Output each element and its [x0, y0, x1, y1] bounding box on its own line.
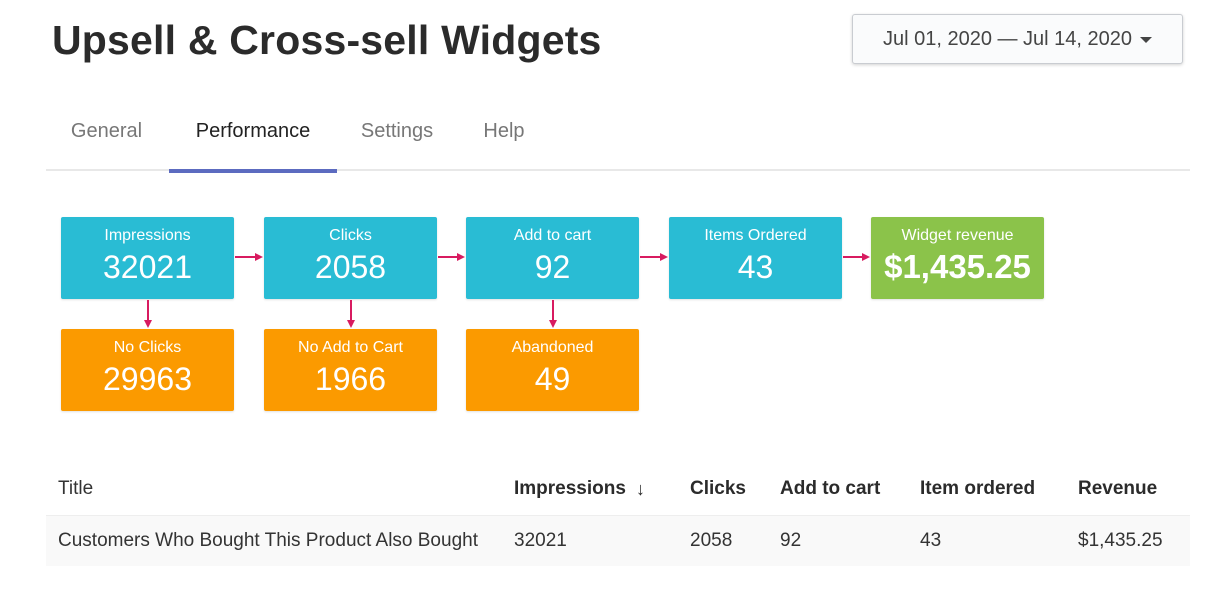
add-to-cart-label: Add to cart — [513, 227, 592, 244]
impressions-box: Impressions 32021 — [61, 217, 234, 299]
column-header-title[interactable]: Title — [58, 478, 94, 499]
add-to-cart-box: Add to cart 92 — [466, 217, 639, 299]
items-ordered-value: 43 — [737, 249, 774, 285]
row-item-ordered: 43 — [920, 530, 942, 551]
row-add-to-cart: 92 — [780, 530, 802, 551]
widget-revenue-box: Widget revenue $1,435.25 — [871, 217, 1044, 299]
impressions-value: 32021 — [103, 249, 192, 285]
no-add-to-cart-value: 1966 — [314, 361, 387, 397]
tab-performance[interactable]: Performance — [169, 92, 337, 173]
column-header-impressions[interactable]: Impressions ↓ — [514, 463, 645, 515]
row-revenue: $1,435.25 — [1078, 530, 1163, 551]
abandoned-label: Abandoned — [511, 339, 594, 356]
column-header-revenue[interactable]: Revenue — [1078, 478, 1158, 499]
row-impressions: 32021 — [514, 530, 567, 551]
clicks-box: Clicks 2058 — [264, 217, 437, 299]
abandoned-box: Abandoned 49 — [466, 329, 639, 411]
no-add-to-cart-label: No Add to Cart — [298, 339, 403, 356]
clicks-label: Clicks — [329, 227, 372, 244]
no-add-to-cart-box: No Add to Cart 1966 — [264, 329, 437, 411]
items-ordered-label: Items Ordered — [704, 227, 807, 244]
page-title: Upsell & Cross-sell Widgets — [52, 17, 602, 63]
column-header-impressions-label: Impressions — [514, 478, 626, 499]
date-range-label: Jul 01, 2020 — Jul 14, 2020 — [882, 27, 1133, 50]
clicks-value: 2058 — [314, 249, 387, 285]
column-header-add-to-cart[interactable]: Add to cart — [780, 478, 881, 499]
row-title: Customers Who Bought This Product Also B… — [58, 530, 478, 551]
table-row[interactable]: Customers Who Bought This Product Also B… — [46, 516, 1190, 566]
add-to-cart-value: 92 — [534, 249, 571, 285]
items-ordered-box: Items Ordered 43 — [669, 217, 842, 299]
no-clicks-label: No Clicks — [113, 339, 182, 356]
sort-descending-icon: ↓ — [635, 478, 645, 499]
no-clicks-value: 29963 — [103, 361, 192, 397]
tab-help[interactable]: Help — [483, 120, 525, 142]
widget-revenue-value: $1,435.25 — [884, 248, 1031, 285]
row-clicks: 2058 — [690, 530, 733, 551]
date-range-picker[interactable]: Jul 01, 2020 — Jul 14, 2020 — [852, 14, 1183, 64]
column-header-item-ordered[interactable]: Item ordered — [920, 478, 1036, 499]
widget-revenue-label: Widget revenue — [901, 227, 1014, 244]
tab-bar: General Performance Settings Help — [46, 92, 1190, 173]
caret-down-icon — [1140, 37, 1153, 43]
tab-general[interactable]: General — [70, 120, 143, 142]
impressions-label: Impressions — [104, 227, 191, 244]
table-header: Title Impressions ↓ Clicks Add to cart I… — [46, 463, 1190, 516]
tab-settings[interactable]: Settings — [360, 120, 434, 142]
no-clicks-box: No Clicks 29963 — [61, 329, 234, 411]
abandoned-value: 49 — [534, 361, 571, 397]
column-header-clicks[interactable]: Clicks — [690, 478, 746, 499]
